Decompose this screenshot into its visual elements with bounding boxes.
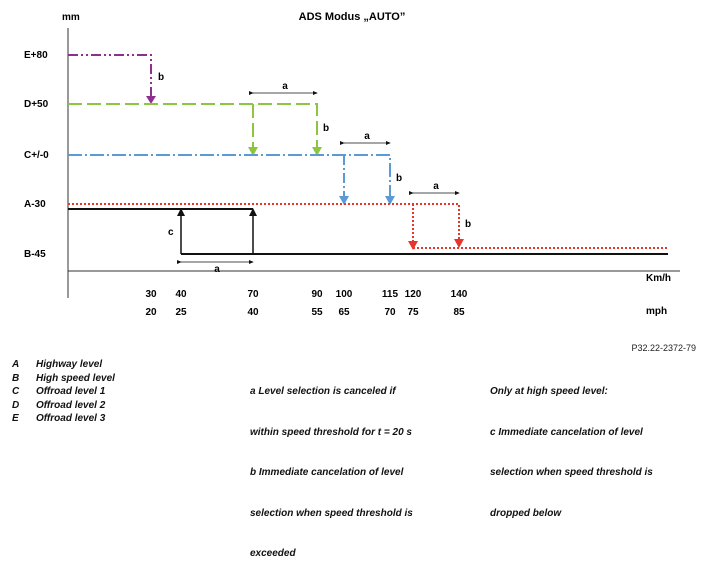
level-label-a: A-30: [24, 199, 46, 210]
legend-key: C: [12, 386, 20, 397]
svg-text:a: a: [364, 131, 370, 142]
mph-tick: 20: [145, 307, 157, 318]
level-a-line: [68, 203, 668, 250]
legend-line: b Immediate cancelation of level: [250, 467, 404, 478]
kmh-tick: 30: [145, 289, 157, 300]
span-a-a-level: a: [409, 181, 460, 195]
legend-text: Offroad level 3: [36, 413, 106, 424]
mph-tick: 55: [311, 307, 323, 318]
legend-text: Highway level: [36, 359, 103, 370]
kmh-tick: 40: [175, 289, 187, 300]
legend-row: A Highway level: [12, 358, 115, 372]
legend-line: dropped below: [490, 507, 562, 519]
y-axis-unit: mm: [62, 12, 80, 23]
legend-text: Offroad level 1: [36, 386, 106, 397]
mph-tick: 65: [338, 307, 350, 318]
kmh-tick: 70: [247, 289, 259, 300]
reference-code: P32.22-2372-79: [631, 343, 696, 353]
level-c-line: [68, 154, 395, 205]
legend-line: exceeded: [250, 548, 296, 559]
level-label-c: C+/-0: [24, 150, 49, 161]
legend-notes-ab: a Level selection is canceled if within …: [250, 358, 413, 574]
x-axis-unit-kmh: Km/h: [646, 273, 671, 284]
svg-text:a: a: [282, 81, 288, 92]
legend-line: selection when speed threshold is: [490, 467, 653, 478]
legend-key: A: [12, 359, 20, 370]
legend-line: selection when speed threshold is: [250, 507, 413, 519]
legend-key: B: [12, 372, 20, 384]
svg-text:a: a: [214, 264, 220, 275]
svg-text:a: a: [433, 181, 439, 192]
legend-row: E Offroad level 3: [12, 412, 115, 426]
label-b-e: b: [158, 72, 164, 83]
label-b-c: b: [396, 173, 402, 184]
mph-tick: 75: [407, 307, 419, 318]
legend-row: C Offroad level 1: [12, 385, 115, 399]
legend-key: E: [12, 413, 19, 424]
diagram-title: ADS Modus „AUTO”: [299, 11, 406, 23]
legend-levels: A Highway level B High speed level C Offroa…: [12, 358, 115, 426]
level-e-line: [68, 54, 156, 104]
legend-line: within speed threshold for t = 20 s: [250, 426, 412, 438]
legend-row: D Offroad level 2: [12, 399, 115, 413]
legend-notes-c: Only at high speed level: c Immediate ca…: [490, 358, 653, 534]
legend-key: D: [12, 399, 20, 411]
level-d-line: [68, 103, 322, 156]
legend-text: High speed level: [36, 372, 115, 384]
ads-diagram: ADS Modus „AUTO” mm Km/h mph E+80 D+50 C…: [24, 11, 680, 318]
level-label-b: B-45: [24, 249, 46, 260]
mph-tick: 85: [453, 307, 465, 318]
level-label-d: D+50: [24, 99, 49, 110]
legend-line: Only at high speed level:: [490, 386, 608, 397]
legend-line: a Level selection is canceled if: [250, 386, 396, 397]
legend-row: B High speed level: [12, 372, 115, 386]
kmh-tick: 140: [451, 289, 468, 300]
span-a-d-level: a: [249, 81, 318, 95]
mph-tick: 25: [175, 307, 187, 318]
kmh-tick: 90: [311, 289, 323, 300]
level-label-e: E+80: [24, 50, 48, 61]
label-c: c: [168, 227, 174, 238]
kmh-tick: 120: [405, 289, 422, 300]
mph-tick: 70: [384, 307, 396, 318]
x-axis-unit-mph: mph: [646, 306, 667, 317]
span-a-c-level: a: [340, 131, 391, 145]
label-b-a: b: [465, 219, 471, 230]
legend-line: c Immediate cancelation of level: [490, 426, 643, 438]
legend-text: Offroad level 2: [36, 399, 106, 411]
kmh-tick: 115: [382, 289, 399, 300]
label-b-d: b: [323, 123, 329, 134]
level-b-line: [68, 208, 668, 255]
span-a-b-level: a: [177, 260, 254, 275]
kmh-tick: 100: [336, 289, 353, 300]
mph-tick: 40: [247, 307, 259, 318]
